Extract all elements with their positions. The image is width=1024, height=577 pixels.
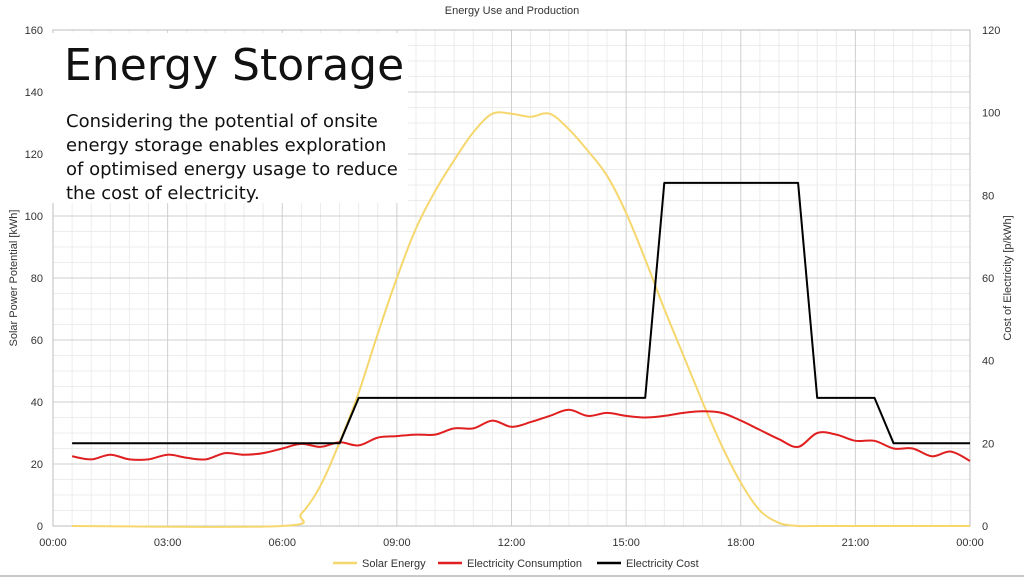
legend-label: Solar Energy [362,558,426,570]
y-tick-label: 160 [25,25,43,37]
y-tick-label: 120 [25,149,43,161]
x-tick-labels: 00:00 03:00 06:00 09:00 12:00 15:00 18:00 21:00… [39,537,984,549]
y2-tick-label: 80 [982,190,994,202]
y2-tick-label: 20 [982,438,994,450]
y2-tick-label: 40 [982,356,994,368]
x-tick-label: 06:00 [268,537,296,549]
y2-axis-label: Cost of Electricity [p/kWh] [1002,215,1014,340]
text-panel [52,33,408,203]
x-tick-label: 00:00 [39,537,67,549]
y-tick-label: 20 [31,459,43,471]
legend-label: Electricity Consumption [467,558,582,570]
y-axis-label: Solar Power Potential [kWh] [8,210,20,347]
y-tick-label: 0 [37,521,43,533]
overlay-body-text: Considering the potential of onsite ener… [66,111,398,204]
x-tick-label: 12:00 [498,537,526,549]
bottom-divider [0,575,1024,577]
y2-tick-label: 0 [982,521,988,533]
y-tick-label: 60 [31,335,43,347]
x-tick-label: 21:00 [842,537,870,549]
series-electricity-cost-line [72,181,970,445]
series-electricity-consumption-line [71,408,971,462]
x-tick-label: 09:00 [383,537,411,549]
chart-title: Energy Use and Production [445,5,580,17]
y2-tick-label: 100 [982,108,1000,120]
y2-tick-label: 120 [982,25,1000,37]
x-tick-label: 03:00 [154,537,182,549]
legend-label: Electricity Cost [626,558,699,570]
y-tick-labels: 0 20 40 60 80 100 120 140 160 [25,25,43,533]
x-tick-label: 15:00 [612,537,640,549]
x-tick-label: 00:00 [956,537,984,549]
overlay-heading: Energy Storage [64,40,405,91]
legend: Solar Energy Electricity Consumption Elect… [333,558,699,570]
y2-tick-label: 60 [982,273,994,285]
series-lines [71,111,971,528]
x-tick-label: 18:00 [727,537,755,549]
plot-area-frame [52,29,971,527]
y-tick-label: 40 [31,397,43,409]
y-tick-label: 100 [25,211,43,223]
y-tick-label: 80 [31,273,43,285]
y2-tick-labels: 0 20 40 60 80 100 120 [982,25,1000,533]
y-tick-label: 140 [25,87,43,99]
